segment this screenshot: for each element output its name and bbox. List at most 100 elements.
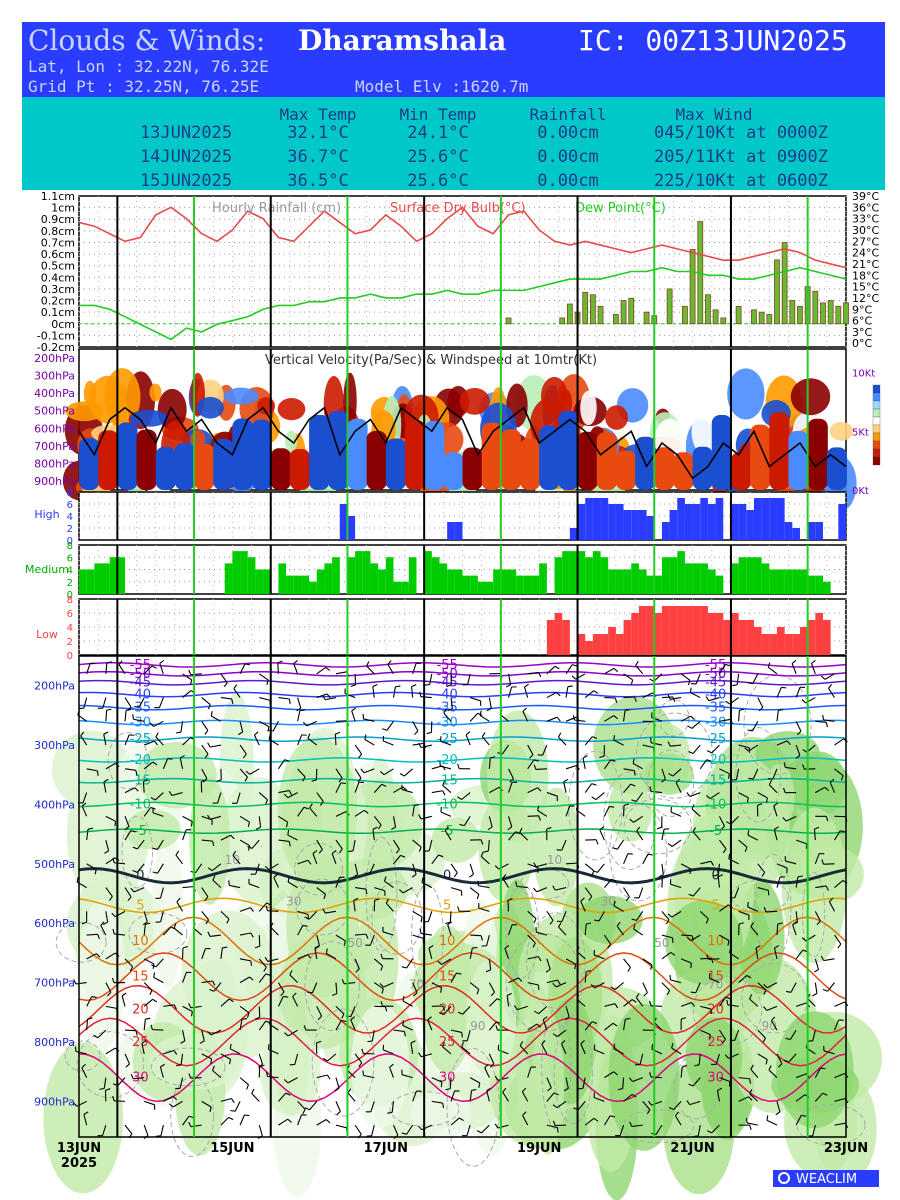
wind-barb	[210, 715, 222, 722]
cloud-bar	[684, 606, 693, 655]
wind-barb	[650, 790, 662, 794]
wind-barb	[770, 1020, 778, 1031]
vv-colorbar-cell	[872, 392, 881, 402]
wind-barb	[412, 839, 422, 848]
temperature-contour-label: -15	[130, 774, 151, 789]
summary-header: Rainfall	[529, 105, 606, 124]
wind-barb	[465, 734, 471, 746]
wind-barb-flag	[686, 792, 691, 797]
cloud-bar	[117, 557, 126, 594]
cloud-bar	[523, 575, 532, 594]
rain-axis-label: 0.7cm	[41, 236, 75, 249]
vv-title: Vertical Velocity(Pa/Sec) & Windspeed at…	[265, 353, 597, 368]
wind-barb-flag	[204, 753, 209, 759]
cloud-bar	[761, 563, 770, 594]
wind-barb	[719, 718, 731, 722]
wind-barb-flag	[650, 964, 653, 970]
wind-barb	[366, 665, 375, 675]
wind-barb	[708, 697, 720, 702]
cloud-bar	[792, 528, 800, 540]
wind-barb	[488, 998, 498, 1007]
wind-barb-flag	[613, 667, 619, 673]
wind-barb	[603, 878, 612, 888]
wind-barb	[789, 1029, 797, 1040]
vv-column	[289, 449, 311, 490]
wind-barb	[392, 686, 396, 698]
wind-barb-flag	[244, 776, 248, 782]
wind-barb-flag	[515, 831, 521, 835]
summary-cell: 36.7°C	[287, 147, 348, 167]
wind-barb	[555, 887, 567, 891]
wind-barb	[411, 686, 414, 698]
wind-barb-flag	[228, 998, 234, 1003]
vv-colorbar-cell	[872, 400, 881, 410]
wind-barb-flag	[541, 1040, 546, 1045]
wind-barb-flag	[112, 1095, 115, 1101]
windspeed-line	[78, 406, 847, 480]
wind-barb-flag	[336, 1111, 341, 1116]
wind-barb-flag	[230, 1109, 236, 1112]
wind-barb-flag	[340, 782, 346, 785]
rain-axis-label: 0.1cm	[41, 306, 75, 319]
wind-barb	[86, 829, 89, 841]
wind-barb-flag	[624, 709, 631, 711]
wind-barb-flag	[633, 770, 636, 776]
wind-barb	[536, 887, 548, 893]
rain-bar	[751, 309, 757, 325]
cloud-bar	[738, 504, 747, 540]
vv-column	[155, 446, 176, 490]
wind-barb-flag	[519, 827, 523, 833]
wind-barb-flag	[731, 779, 737, 781]
vv-right-label: 10Kt	[852, 369, 875, 380]
wind-barb	[718, 664, 726, 675]
wind-barb	[143, 807, 152, 817]
wind-barb	[142, 781, 145, 793]
wind-barb-flag	[591, 796, 597, 801]
cloud-bar	[577, 504, 586, 540]
wind-barb-flag	[292, 992, 297, 997]
wind-barb	[176, 901, 184, 912]
humidity-contour	[802, 871, 826, 958]
wind-barb	[584, 887, 593, 897]
cloud-bar	[516, 575, 524, 594]
vv-column	[711, 415, 732, 490]
wind-barb-flag	[151, 665, 157, 669]
vv-column	[596, 432, 617, 490]
cloud-bar	[700, 606, 708, 655]
temp-axis-label: 18°C	[852, 269, 879, 282]
wind-barb	[83, 1114, 88, 1126]
wind-barb-flag	[775, 1111, 781, 1116]
vv-column	[232, 418, 253, 490]
wind-barb	[692, 887, 701, 897]
wind-barb	[508, 782, 513, 793]
wind-barb	[594, 1049, 605, 1055]
wind-barb	[538, 1005, 548, 1015]
header-latlon: Lat, Lon : 32.22N, 76.32E	[28, 57, 269, 76]
wind-barb	[141, 1042, 145, 1054]
wind-barb-flag	[821, 859, 825, 865]
wind-barb	[767, 666, 778, 675]
wind-barb	[516, 885, 528, 889]
wind-barb	[507, 900, 510, 912]
wind-barb	[297, 910, 309, 916]
wind-barb-flag	[145, 1017, 151, 1020]
wind-barb-flag	[283, 1078, 289, 1084]
wind-barb-flag	[130, 887, 135, 893]
wind-barb	[488, 1053, 495, 1065]
wind-barb-flag	[563, 1087, 569, 1092]
wind-barb-flag	[246, 1084, 249, 1090]
wind-barb	[201, 887, 209, 898]
wind-barb	[527, 863, 539, 869]
wind-barb	[105, 1005, 117, 1009]
wind-barb	[708, 958, 720, 960]
rain-axis-label: 0.9cm	[41, 213, 75, 226]
wind-barb-flag	[357, 777, 362, 783]
wind-barb	[604, 1071, 614, 1079]
wind-barb-flag	[792, 921, 797, 926]
wind-barb	[258, 902, 267, 912]
vv-colorbar-cell	[872, 432, 881, 442]
wind-barb-flag	[209, 989, 215, 992]
wind-barb	[776, 863, 788, 869]
cloud-bar	[715, 498, 724, 540]
